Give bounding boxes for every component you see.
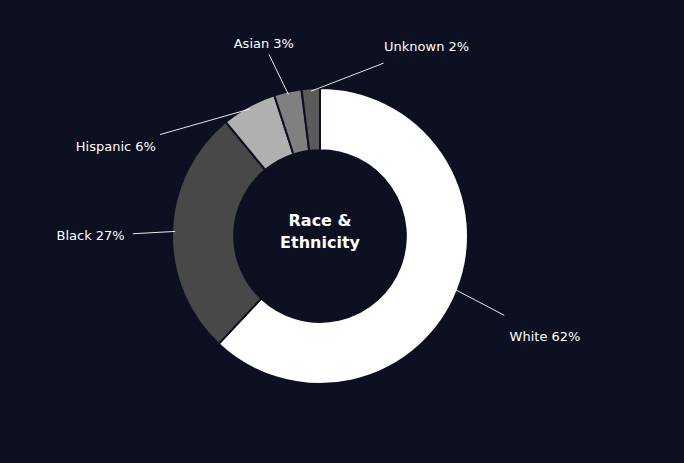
leader-line [455, 289, 504, 315]
slice-label-category: Unknown [384, 38, 444, 53]
slice-label-category: Black [57, 228, 93, 243]
plot: Race & Ethnicity White62% Black27% Hispanic 6… [57, 35, 581, 384]
slice-label-value: 6% [135, 139, 156, 154]
slice-label: Unknown 2% [384, 38, 469, 53]
slice-label: Asian 3% [234, 35, 294, 50]
leader-line [133, 231, 175, 233]
slice-label: White62% [510, 328, 581, 343]
background [0, 0, 684, 463]
slice-label-value: 27% [96, 228, 125, 243]
leader-line [160, 109, 250, 135]
leader-line [311, 63, 384, 91]
slice-label-category: Asian [234, 35, 269, 50]
chart: Race & Ethnicity White62% Black27% Hispanic 6… [0, 0, 684, 463]
labels: White62% Black27% Hispanic 6% Asian 3% Unknown… [57, 35, 581, 343]
leader-line [269, 54, 288, 94]
title-line: Race & [289, 211, 352, 230]
slices [172, 88, 468, 384]
slice-label: Black27% [57, 228, 125, 243]
slice [172, 122, 265, 344]
slice-label-category: Hispanic [76, 139, 131, 154]
slice-label: Hispanic 6% [76, 139, 156, 154]
slice [219, 88, 468, 384]
title-line: Ethnicity [280, 233, 360, 252]
title: Race & Ethnicity [280, 211, 360, 252]
slice-label-value: 62% [551, 328, 580, 343]
slice [301, 88, 320, 151]
slice-label-category: White [510, 328, 548, 343]
slice-label-value: 3% [273, 35, 294, 50]
slice-label-value: 2% [448, 38, 469, 53]
